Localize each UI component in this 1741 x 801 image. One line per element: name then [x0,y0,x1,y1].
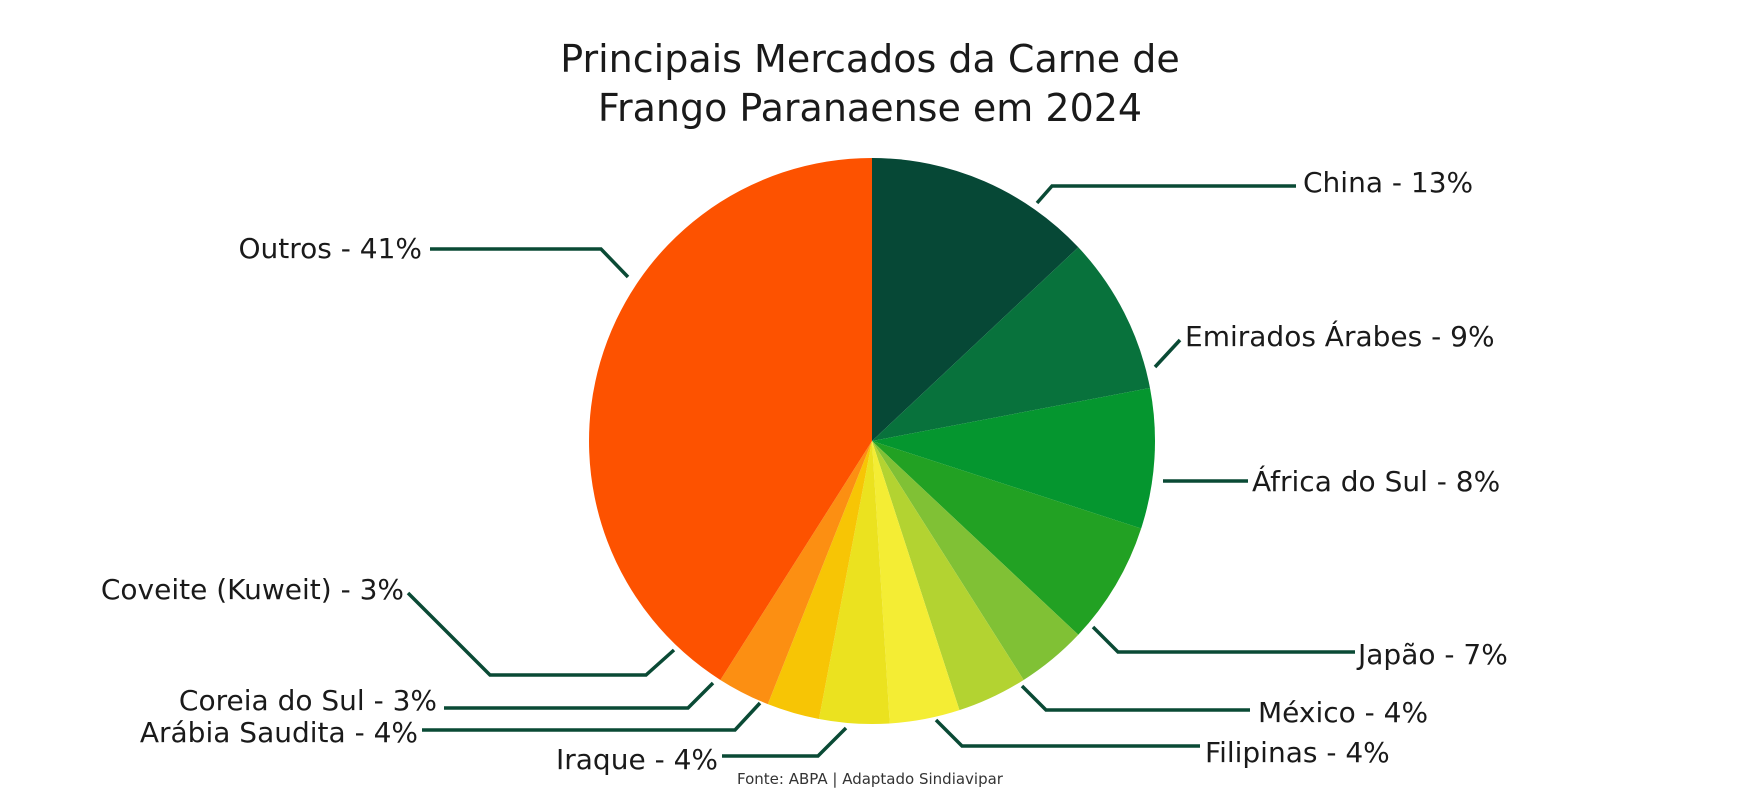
source-note: Fonte: ABPA | Adaptado Sindiavipar [737,770,1004,788]
slice-label-emirados-rabes: Emirados Árabes - 9% [1185,319,1495,353]
leader-lines [406,184,1355,758]
slice-label-china: China - 13% [1303,166,1473,199]
leader-line-ar-bia-saudita [422,701,762,732]
slice-labels: China - 13% Emirados Árabes - 9% África do… [101,166,1508,776]
pie-slice-jap-o [872,441,1142,635]
leader-line-jap-o [1091,625,1355,654]
leader-line-iraque [722,726,848,758]
slice-label-iraque: Iraque - 4% [556,743,718,776]
leader-line-emirados-rabes [1153,338,1182,369]
leader-line-china [1035,184,1296,205]
slice-label--frica-do-sul: África do Sul - 8% [1252,464,1500,498]
pie-slice-filipinas [872,441,1024,711]
leader-line-coveite-kuweit- [406,591,676,677]
pie-slices [589,158,1156,724]
slice-label-ar-bia-saudita: Arábia Saudita - 4% [140,716,418,749]
pie-slice-m-xico [872,441,1079,680]
pie-slice-emirados-rabes [872,247,1150,441]
pie-slice-iraque [872,441,960,724]
slice-label-filipinas: Filipinas - 4% [1205,736,1390,769]
pie-slice--frica-do-sul [872,387,1156,529]
leader-line-m-xico [1020,684,1250,712]
pie-slice-coveite-kuweit- [720,441,872,705]
chart-title-line-1: Principais Mercados da Carne de [560,37,1180,81]
chart-title-line-2: Frango Paranaense em 2024 [598,86,1142,130]
pie-slice-outros [589,158,872,680]
pie-slice-coreia-do-sul [767,441,872,719]
slice-label-coreia-do-sul: Coreia do Sul - 3% [179,684,437,717]
pie-slice-china [872,158,1079,441]
leader-line-filipinas [934,718,1200,748]
slice-label-outros: Outros - 41% [238,232,422,265]
leader-line-outros [430,247,630,279]
leader-line-coreia-do-sul [444,681,715,710]
slice-label-m-xico: México - 4% [1258,696,1428,729]
pie-slice-ar-bia-saudita [818,441,890,724]
slice-label-coveite-kuweit-: Coveite (Kuweit) - 3% [101,573,404,606]
slice-label-jap-o: Japão - 7% [1356,638,1508,671]
